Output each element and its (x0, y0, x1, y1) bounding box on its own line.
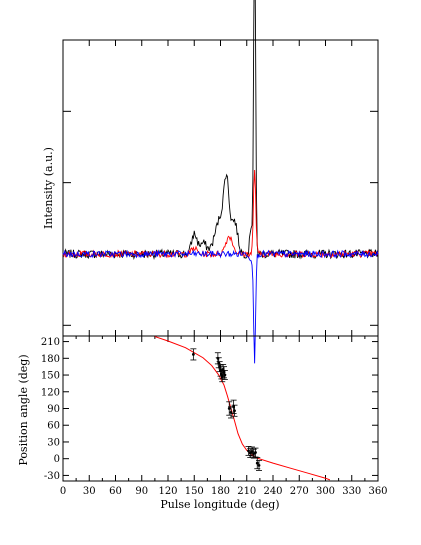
pa-marker (233, 409, 236, 413)
pa-marker (191, 353, 195, 356)
pa-point (256, 459, 262, 471)
x-tick-label: 360 (368, 486, 387, 497)
pa-marker (220, 374, 224, 378)
x-tick-label: 210 (237, 486, 256, 497)
y-tick-label: -30 (44, 471, 60, 482)
y-tick-label: 0 (54, 454, 60, 465)
pa-point (252, 447, 259, 458)
pa-marker (250, 450, 254, 453)
pa-marker (227, 407, 231, 410)
x-tick-label: 150 (185, 486, 204, 497)
position-angle-y-axis-label: Position angle (deg) (17, 354, 30, 465)
pa-marker (254, 451, 257, 454)
intensity-profile-lines (62, 0, 379, 364)
x-tick-label: 30 (83, 486, 96, 497)
pa-marker (247, 449, 250, 453)
pa-marker (257, 463, 261, 467)
y-tick-label: 180 (41, 354, 60, 365)
x-tick-label: 120 (158, 486, 177, 497)
intensity-series-circular-polarization (62, 249, 379, 364)
x-axis-label: Pulse longitude (deg) (160, 498, 279, 511)
x-tick-label: 300 (316, 486, 335, 497)
pa-point (221, 370, 228, 380)
x-tick-label: 90 (135, 486, 148, 497)
y-tick-label: 120 (41, 387, 60, 398)
rvm-fit-curve (154, 336, 331, 481)
y-tick-label: 150 (41, 371, 60, 382)
pa-point (190, 348, 197, 361)
intensity-series-total-intensity (62, 0, 379, 261)
intensity-series-linear-polarization (62, 169, 379, 259)
x-tick-label: 330 (342, 486, 361, 497)
x-tick-label: 270 (290, 486, 309, 497)
position-angle-panel-ticks: 0 30 60 90 120 150 180 210 240 270 300 330 360-30030… (41, 336, 388, 497)
y-tick-label: 210 (41, 337, 60, 348)
position-angle-points (190, 348, 262, 471)
position-angle-model-curve (154, 336, 331, 481)
intensity-y-axis-label: Intensity (a.u.) (42, 147, 55, 229)
position-angle-panel: 0 30 60 90 120 150 180 210 240 270 300 330 360-30030… (17, 335, 388, 511)
pa-marker (229, 411, 233, 414)
pa-marker (255, 461, 259, 465)
pa-point (219, 370, 226, 383)
x-tick-label: 60 (109, 486, 122, 497)
x-tick-label: 240 (263, 486, 282, 497)
x-tick-label: 0 (60, 486, 66, 497)
pa-marker (248, 451, 252, 455)
intensity-panel-ticks (62, 39, 379, 336)
pa-point (245, 446, 252, 456)
y-tick-label: 60 (47, 421, 60, 432)
pa-marker (223, 373, 227, 377)
intensity-panel: Intensity (a.u.) (42, 0, 379, 364)
y-tick-label: 90 (47, 404, 60, 415)
intensity-panel-frame (62, 39, 379, 337)
y-tick-label: 30 (47, 437, 60, 448)
pa-point (231, 404, 238, 417)
x-tick-label: 180 (211, 486, 230, 497)
